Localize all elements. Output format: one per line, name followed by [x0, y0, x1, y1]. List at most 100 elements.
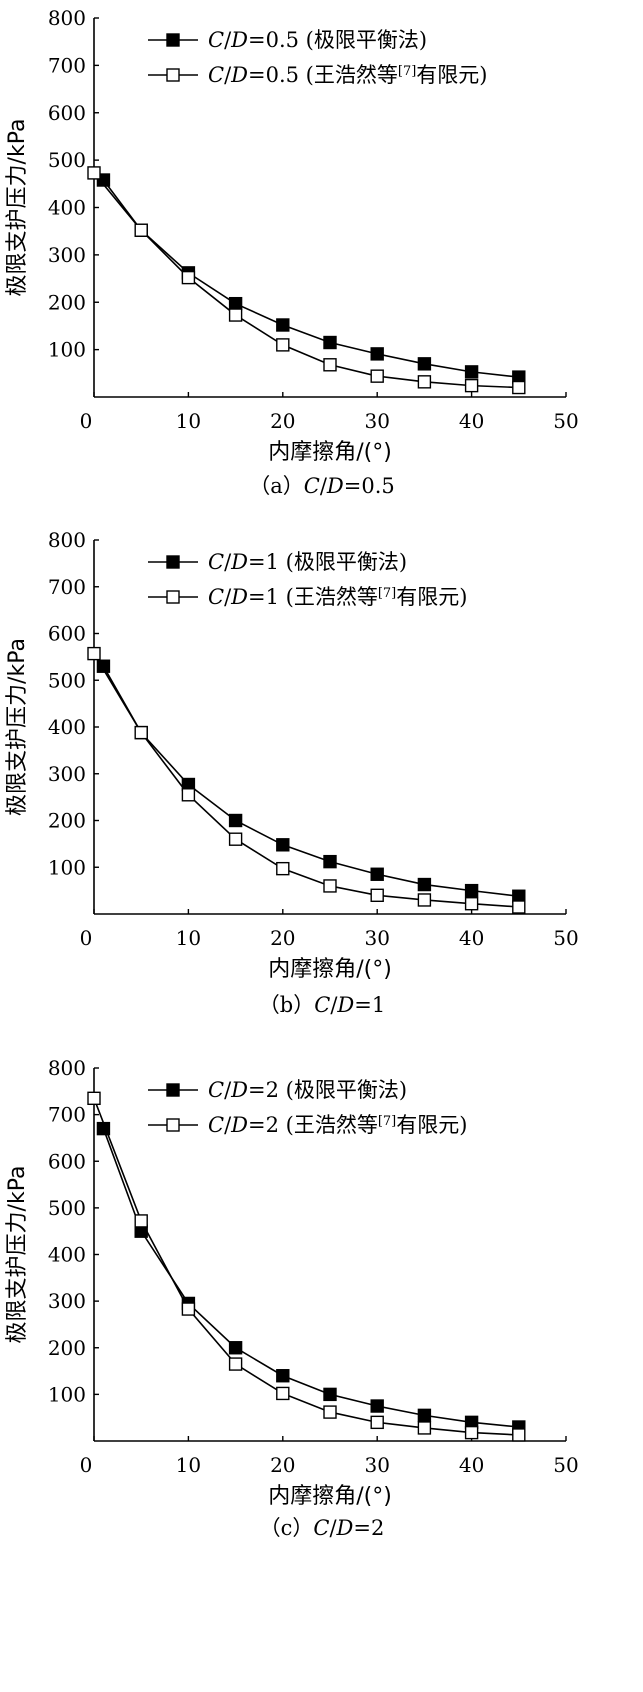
- y-tick-label: 400: [48, 715, 86, 739]
- y-tick-label: 200: [48, 1336, 86, 1360]
- data-point-open: [512, 1428, 526, 1442]
- data-point-filled: [276, 838, 290, 852]
- legend-marker: [166, 590, 180, 604]
- data-point-open: [87, 646, 101, 661]
- data-point-filled: [464, 365, 479, 379]
- legend-marker: [166, 33, 180, 47]
- data-point-open: [323, 358, 337, 372]
- x-tick-label: 30: [364, 409, 389, 433]
- data-point-open: [417, 375, 432, 389]
- x-tick-label: 0: [80, 409, 93, 433]
- legend-label: C/D=0.5 (极限平衡法): [208, 28, 427, 52]
- data-point-open: [228, 832, 243, 846]
- data-point-open: [134, 725, 148, 740]
- panel-caption: （a）C/D=0.5: [249, 474, 395, 498]
- x-tick-label: 40: [459, 1453, 484, 1477]
- y-tick-label: 700: [48, 1103, 86, 1127]
- data-point-open: [181, 1302, 196, 1316]
- data-point-filled: [417, 877, 432, 892]
- x-tick-label: 0: [80, 926, 93, 950]
- x-tick-label: 40: [459, 926, 484, 950]
- y-tick-label: 100: [48, 338, 86, 362]
- y-tick-label: 500: [48, 668, 86, 692]
- series-line-1: [102, 179, 519, 378]
- data-point-filled: [370, 347, 384, 361]
- data-point-open: [417, 893, 432, 907]
- y-tick-label: 300: [48, 1289, 86, 1313]
- data-point-filled: [323, 335, 337, 350]
- chart-panel-2: 100 200 300 400 500 600 700 800 0 10 20 30 40 50 内摩擦角/…: [5, 528, 579, 1017]
- data-point-open: [370, 369, 384, 383]
- x-tick-label: 50: [553, 409, 578, 433]
- series-line-2: [93, 1098, 519, 1436]
- chart-panel-1: 100 200 300 400 500 600 700 800 0 10 20 30 40 50 内摩擦角/…: [5, 6, 579, 498]
- x-tick-label: 10: [176, 926, 201, 950]
- legend-label: C/D=1 (极限平衡法): [208, 550, 407, 574]
- y-tick-label: 800: [48, 1056, 86, 1080]
- data-point-open: [464, 897, 479, 911]
- data-point-open: [464, 378, 479, 393]
- legend-label: C/D=2 (王浩然等[7]有限元): [208, 1113, 467, 1137]
- y-tick-label: 300: [48, 243, 86, 267]
- series-line-1: [102, 1128, 519, 1428]
- y-tick-label: 500: [48, 148, 86, 172]
- data-point-filled: [464, 883, 479, 898]
- data-point-open: [276, 861, 290, 876]
- legend-label: C/D=2 (极限平衡法): [208, 1078, 407, 1102]
- data-point-open: [370, 1415, 384, 1430]
- y-tick-label: 600: [48, 1149, 86, 1173]
- data-point-open: [276, 1386, 290, 1401]
- y-tick-label: 800: [48, 6, 86, 30]
- x-tick-label: 50: [553, 1453, 578, 1477]
- data-point-open: [181, 788, 196, 802]
- x-axis-title: 内摩擦角/(°): [268, 1484, 392, 1509]
- data-point-filled: [370, 1399, 384, 1413]
- y-tick-label: 400: [48, 1243, 86, 1267]
- data-point-filled: [276, 1369, 290, 1383]
- x-tick-label: 40: [459, 409, 484, 433]
- x-tick-label: 50: [553, 926, 578, 950]
- x-tick-label: 20: [270, 926, 295, 950]
- y-tick-label: 100: [48, 855, 86, 879]
- data-point-open: [228, 1357, 243, 1371]
- chart-panel-3: 100 200 300 400 500 600 700 800 0 10 20 30 40 50 内摩擦角/…: [5, 1056, 579, 1540]
- series-line-2: [93, 653, 519, 908]
- data-point-filled: [417, 357, 432, 371]
- series-line-2: [93, 172, 519, 389]
- legend-marker: [166, 68, 180, 82]
- data-point-open: [134, 223, 148, 237]
- data-point-open: [464, 1425, 479, 1440]
- data-point-filled: [276, 318, 290, 332]
- legend-label: C/D=1 (王浩然等[7]有限元): [208, 585, 467, 609]
- x-axis-title: 内摩擦角/(°): [268, 957, 392, 982]
- y-tick-label: 100: [48, 1382, 86, 1406]
- data-point-open: [512, 380, 526, 395]
- y-tick-label: 800: [48, 528, 86, 552]
- data-point-open: [87, 166, 101, 180]
- legend-label: C/D=0.5 (王浩然等[7]有限元): [208, 63, 488, 87]
- x-tick-label: 10: [176, 1453, 201, 1477]
- y-tick-label: 200: [48, 290, 86, 314]
- data-point-filled: [228, 296, 243, 311]
- y-tick-label: 500: [48, 1196, 86, 1220]
- x-tick-label: 10: [176, 409, 201, 433]
- y-tick-label: 600: [48, 622, 86, 646]
- data-point-filled: [323, 1387, 337, 1402]
- x-axis-title: 内摩擦角/(°): [268, 440, 392, 465]
- data-point-open: [323, 1405, 337, 1419]
- data-point-open: [228, 308, 243, 322]
- y-tick-label: 300: [48, 762, 86, 786]
- x-tick-label: 20: [270, 409, 295, 433]
- data-point-filled: [228, 813, 243, 828]
- data-point-open: [417, 1421, 432, 1435]
- data-point-open: [134, 1214, 148, 1228]
- data-point-open: [370, 888, 384, 902]
- series-line-1: [102, 665, 519, 898]
- x-tick-label: 30: [364, 926, 389, 950]
- y-axis-title: 极限支护压力/kPa: [5, 1166, 30, 1344]
- data-point-filled: [370, 867, 384, 881]
- data-point-open: [512, 900, 526, 914]
- y-tick-label: 700: [48, 575, 86, 599]
- y-axis-title: 极限支护压力/kPa: [5, 119, 30, 297]
